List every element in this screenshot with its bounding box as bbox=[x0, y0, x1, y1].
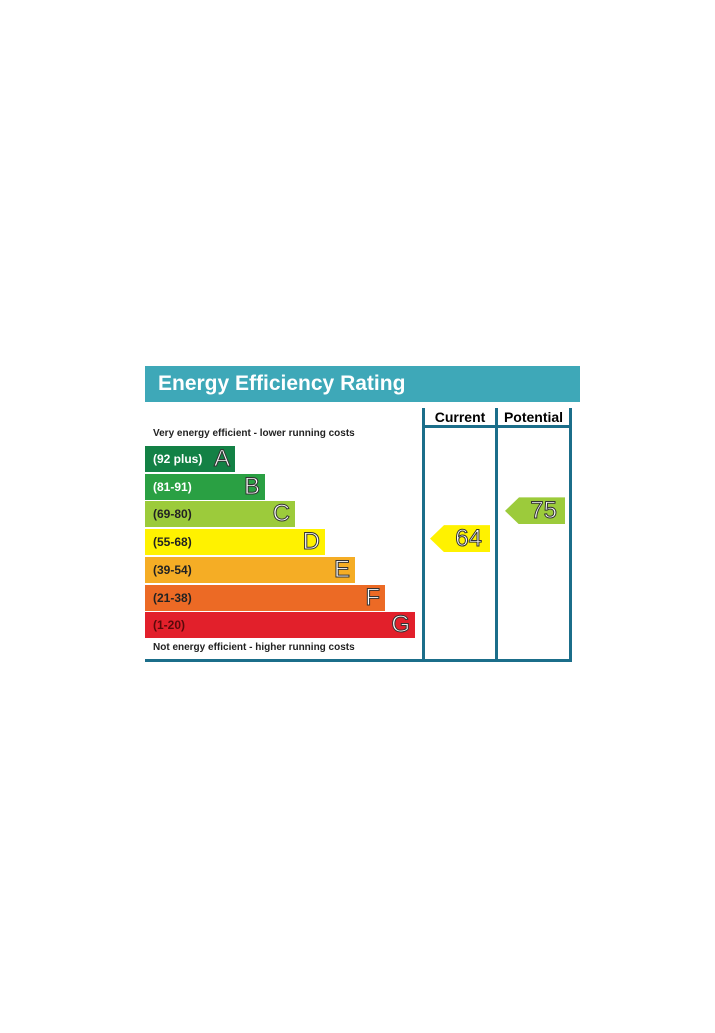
band-e: (39-54) E bbox=[145, 555, 355, 583]
column-divider bbox=[422, 408, 425, 662]
band-letter: C bbox=[272, 500, 290, 528]
band-range: (92 plus) bbox=[153, 452, 203, 466]
column-header-current: Current bbox=[434, 409, 486, 425]
column-header-potential: Potential bbox=[503, 409, 564, 425]
band-range: (1-20) bbox=[153, 618, 186, 633]
header-divider bbox=[422, 425, 572, 428]
band-c: (69-80) C bbox=[145, 500, 295, 528]
band-range: (39-54) bbox=[153, 562, 192, 577]
bottom-border bbox=[145, 659, 572, 662]
band-d: (55-68) D bbox=[145, 528, 325, 556]
bottom-note: Not energy efficient - higher running co… bbox=[153, 642, 355, 653]
current-rating-arrow: 64 bbox=[430, 524, 490, 553]
band-letter: G bbox=[391, 611, 411, 639]
band-range: (55-68) bbox=[153, 535, 192, 550]
top-note: Very energy efficient - lower running co… bbox=[153, 428, 355, 439]
band-letter: E bbox=[333, 555, 350, 583]
potential-rating-arrow: 75 bbox=[505, 496, 565, 525]
band-b: (81-91) B bbox=[145, 472, 265, 500]
current-rating-value: 64 bbox=[455, 524, 483, 552]
potential-rating-value: 75 bbox=[530, 496, 558, 524]
band-letter: A bbox=[213, 445, 230, 473]
band-letter: D bbox=[302, 528, 320, 556]
band-a: (92 plus) A bbox=[145, 445, 235, 473]
band-range: (81-91) bbox=[153, 479, 192, 494]
band-f: (21-38) F bbox=[145, 583, 385, 611]
band-letter: B bbox=[243, 472, 260, 500]
band-range: (21-38) bbox=[153, 590, 192, 605]
column-divider bbox=[569, 408, 572, 662]
band-g: (1-20) G bbox=[145, 611, 415, 639]
chart-title: Energy Efficiency Rating bbox=[145, 366, 580, 402]
column-divider bbox=[495, 408, 498, 662]
band-letter: F bbox=[365, 583, 381, 611]
band-range: (69-80) bbox=[153, 507, 192, 522]
